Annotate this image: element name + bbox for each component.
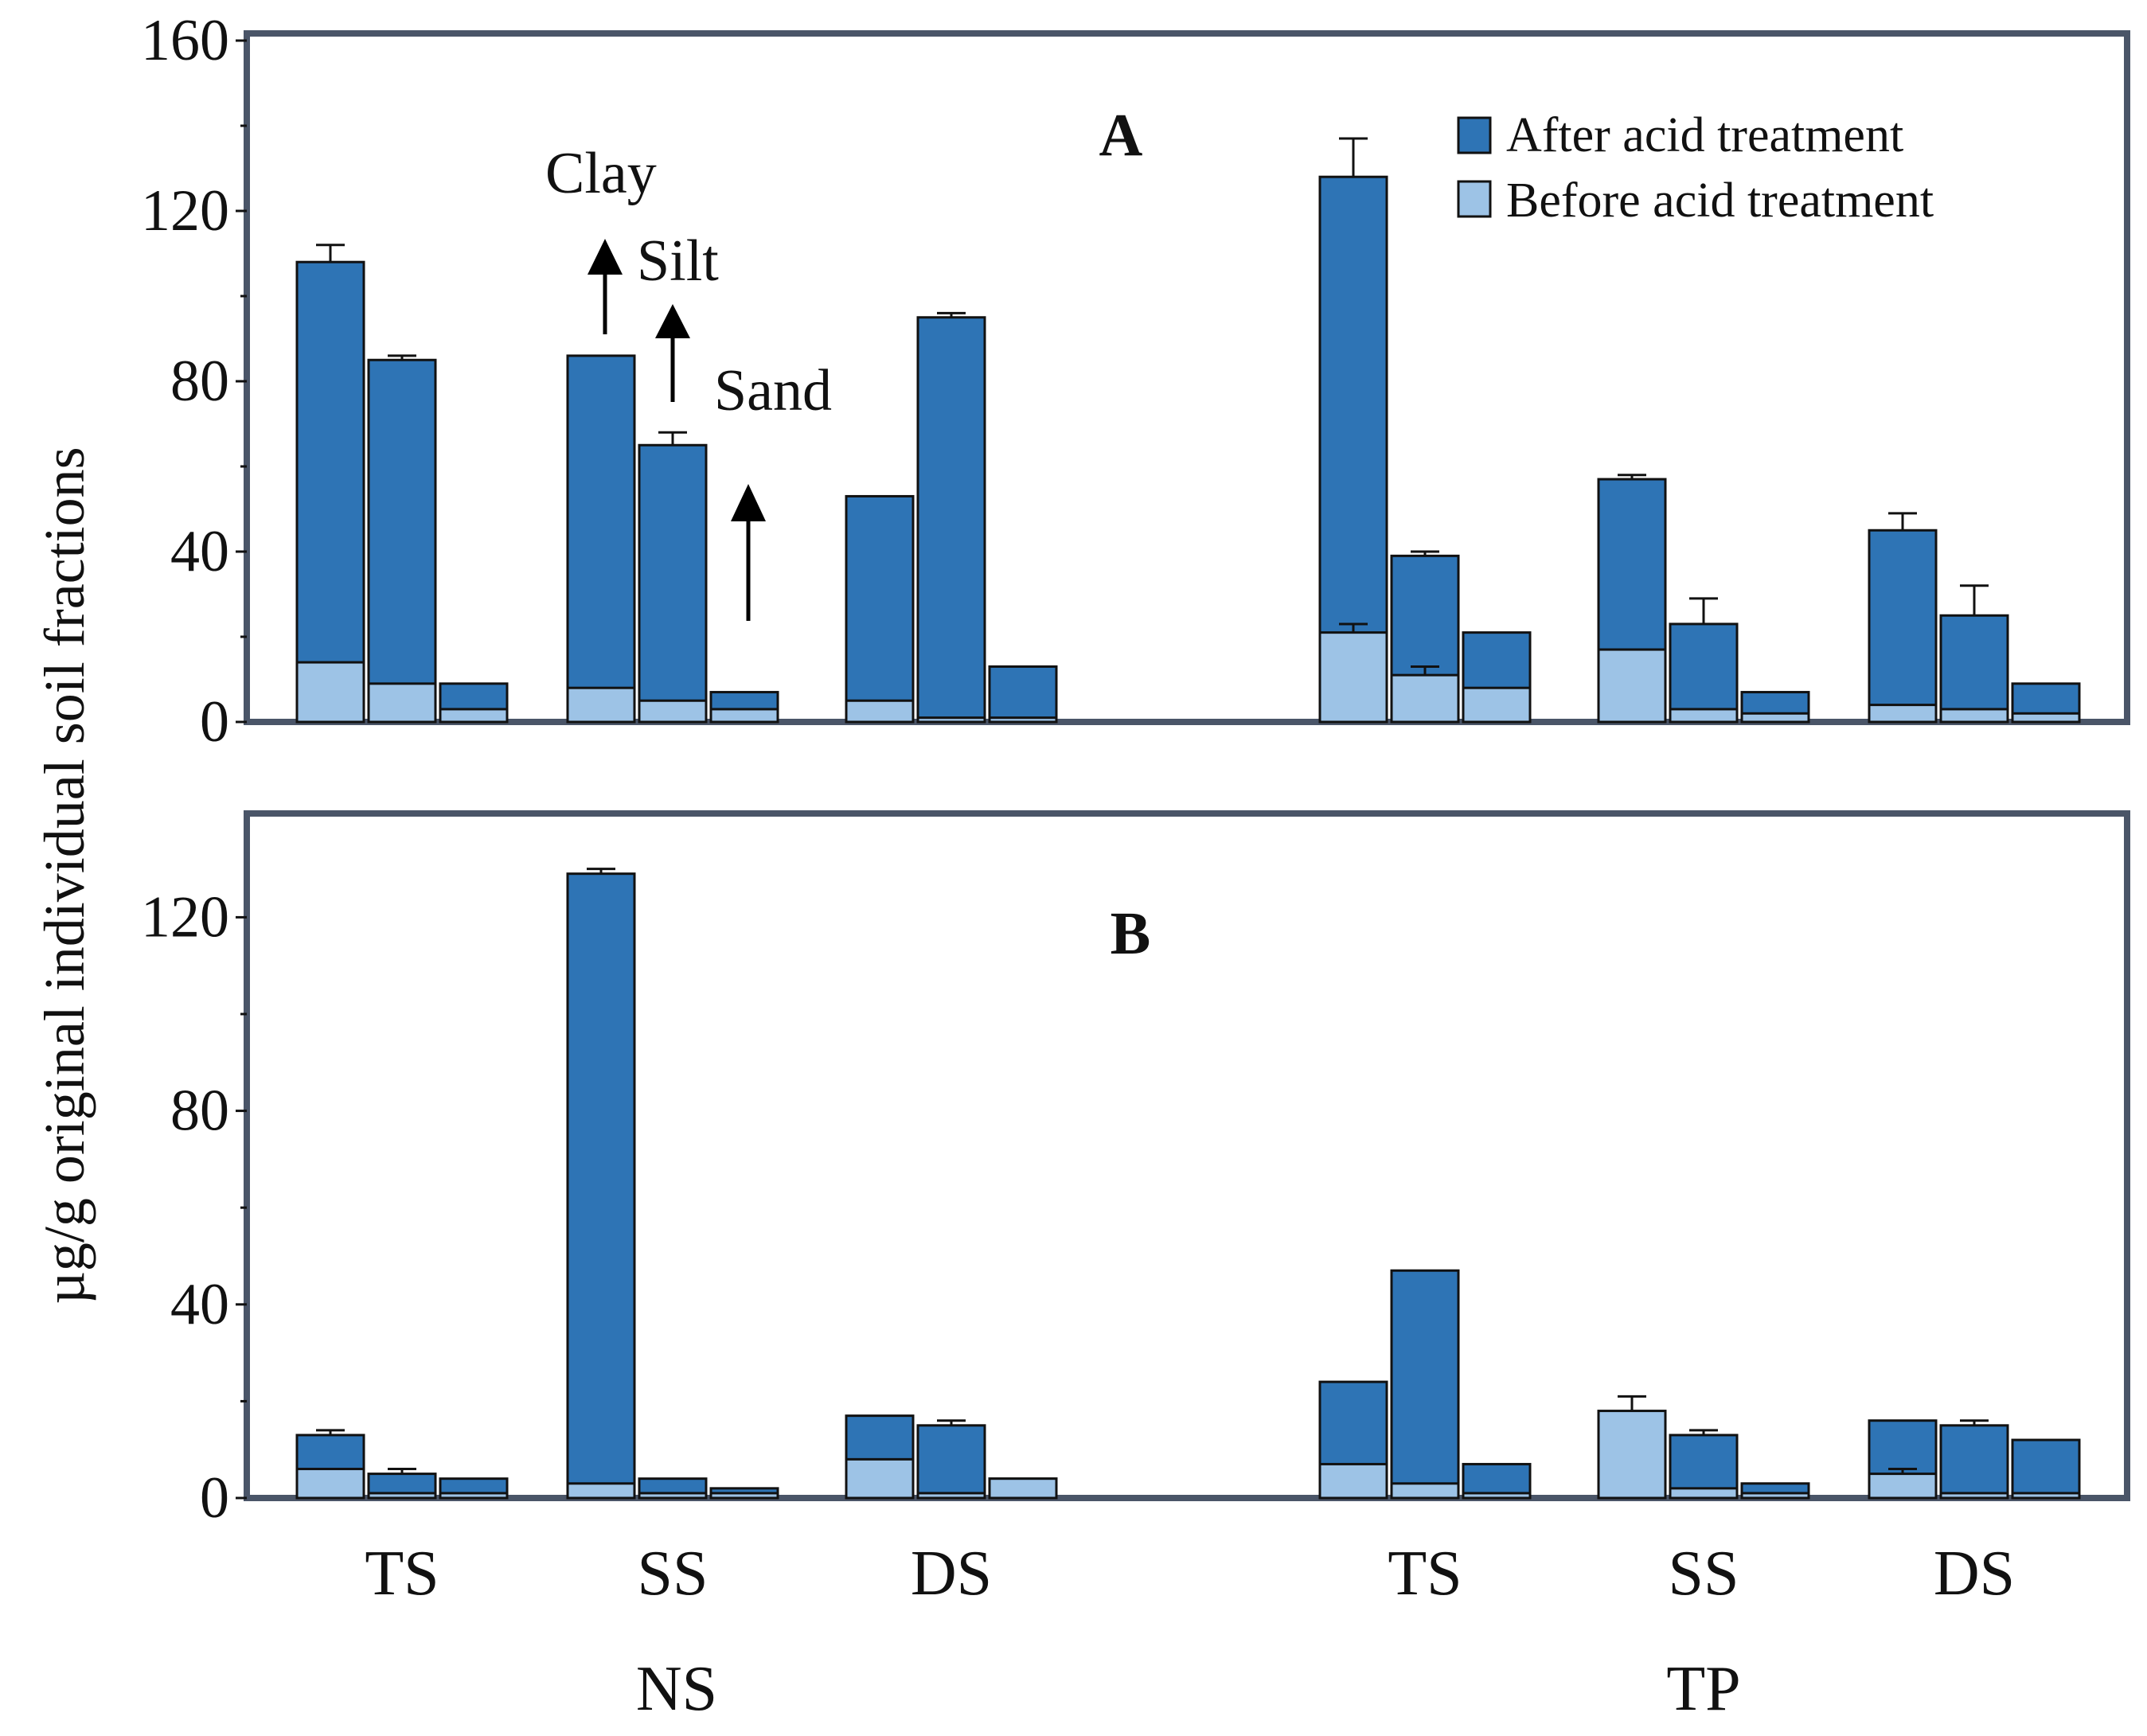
legend-swatch-after: [1457, 116, 1492, 154]
panel-b-ytick-label: 0: [200, 1465, 229, 1531]
panel-a-ns-ds-sand-before-bar: [988, 716, 1058, 724]
legend-label-after: After acid treatment: [1506, 108, 1903, 162]
panel-b-tp-ss-clay-before-bar: [1597, 1410, 1667, 1500]
x-group-label-ns-ss: SS: [638, 1539, 709, 1609]
panel-b-label: B: [1111, 900, 1151, 967]
panel-b-ns-ts-sand-before-bar: [439, 1492, 509, 1500]
panel-a-tp-ss-silt-after-bar: [1669, 622, 1739, 724]
panel-b-tp-ts-silt-after-bar: [1390, 1269, 1460, 1500]
legend-swatch-before: [1457, 180, 1492, 218]
annotation-sand: Sand: [714, 358, 832, 423]
panel-b-tp-ts-silt-before-bar: [1390, 1482, 1460, 1500]
panel-a-ns-ss-clay-before-bar: [566, 686, 636, 724]
x-group-label-tp-ss: SS: [1669, 1539, 1739, 1609]
panel-b-ytick-label: 80: [170, 1079, 229, 1144]
panel-a-label: A: [1099, 102, 1143, 169]
panel-b-frame: [244, 810, 2130, 1501]
x-group-label-ns-ds: DS: [911, 1539, 992, 1609]
arrow-silt-head: [655, 304, 690, 338]
panel-a-frame: [244, 30, 2130, 725]
x-group-label-tp-ds: DS: [1934, 1539, 2015, 1609]
panel-a-tp-ds-silt-after-bar: [1939, 614, 2009, 724]
panel-a-tp-ss-silt-before-bar: [1669, 708, 1739, 724]
panel-b-tp-ss-silt-before-bar: [1669, 1487, 1739, 1500]
x-site-label-tp: TP: [1666, 1654, 1740, 1724]
annotation-clay: Clay: [545, 141, 657, 206]
panel-b-ns-ds-sand-before-bar: [988, 1477, 1058, 1500]
panel-a-ns-ts-clay-after-bar: [295, 260, 365, 724]
x-axis-labels: TS SS DS TS SS DS NS TP: [365, 1539, 2015, 1724]
panel-b-ns-ds-clay-before-bar: [845, 1457, 915, 1500]
panel-b-tp-ds-silt-before-bar: [1939, 1492, 2009, 1500]
panel-b-ns-ss-sand-before-bar: [709, 1492, 779, 1500]
panel-a-tp-ts-silt-before-bar: [1390, 673, 1460, 724]
panel-b-ns-ss-clay-before-bar: [566, 1482, 636, 1500]
panel-a-ns-ss-silt-after-bar: [638, 443, 708, 724]
panel-a-ytick-label: 80: [170, 349, 229, 414]
panel-b-tp-ds-sand-before-bar: [2011, 1492, 2081, 1500]
panel-b-tp-ds-clay-before-bar: [1868, 1473, 1938, 1500]
panel-b-tp-ds-sand-after-bar: [2011, 1438, 2081, 1500]
panel-a-tp-ds-clay-before-bar: [1868, 704, 1938, 724]
panel-b-ytick-label: 40: [170, 1272, 229, 1337]
annotation-silt: Silt: [637, 228, 719, 294]
panel-a-tp-ds-clay-after-bar: [1868, 529, 1938, 724]
panel-a-tp-ds-silt-before-bar: [1939, 708, 2009, 724]
panel-a-tp-ts-clay-before-bar: [1318, 631, 1388, 724]
panel-a-tp-ss-clay-before-bar: [1597, 648, 1667, 724]
arrow-sand-head: [731, 484, 766, 521]
panel-a-ytick-label: 0: [200, 689, 229, 755]
panel-a-tp-ds-sand-before-bar: [2011, 712, 2081, 724]
panel-b-tp-ts-sand-before-bar: [1462, 1492, 1532, 1500]
panel-a: 0 40 80 120 160 A After acid treatment Befor…: [141, 8, 2130, 755]
panel-b: 0 40 80 120 B: [141, 810, 2130, 1531]
panel-b-tp-ds-silt-after-bar: [1939, 1424, 2009, 1500]
x-group-label-ns-ts: TS: [365, 1539, 439, 1609]
panel-b-ns-ts-clay-before-bar: [295, 1468, 365, 1500]
panel-b-ns-ds-silt-before-bar: [916, 1492, 986, 1500]
legend-label-before: Before acid treatment: [1506, 174, 1934, 228]
panel-a-ytick-label: 160: [141, 8, 229, 73]
panel-a-ns-ts-silt-before-bar: [367, 682, 437, 724]
panel-a-ns-ds-silt-after-bar: [916, 316, 986, 724]
panel-a-tp-ss-sand-before-bar: [1740, 712, 1810, 724]
panel-a-ns-ds-clay-after-bar: [845, 494, 915, 724]
panel-a-ns-ts-silt-after-bar: [367, 358, 437, 724]
panel-b-tp-ss-sand-before-bar: [1740, 1492, 1810, 1500]
fraction-annotations: Clay Silt Sand: [545, 141, 832, 621]
panel-a-ns-ss-silt-before-bar: [638, 699, 708, 724]
panel-b-ns-ds-silt-after-bar: [916, 1424, 986, 1500]
panel-a-ns-ss-clay-after-bar: [566, 354, 636, 724]
panel-a-ns-ts-clay-before-bar: [295, 661, 365, 724]
panel-b-ns-ts-silt-before-bar: [367, 1492, 437, 1500]
panel-a-ns-ds-silt-before-bar: [916, 716, 986, 724]
y-axis-label: µg/g original individual soil fractions: [33, 447, 96, 1304]
panel-b-tp-ts-clay-before-bar: [1318, 1462, 1388, 1500]
panel-a-ns-ds-sand-after-bar: [988, 665, 1058, 724]
x-site-label-ns: NS: [636, 1654, 717, 1724]
panel-a-ns-ts-sand-before-bar: [439, 708, 509, 724]
panel-a-ns-ds-clay-before-bar: [845, 699, 915, 724]
legend: After acid treatment Before acid treatme…: [1457, 108, 1934, 228]
panel-b-ns-ss-clay-after-bar: [566, 872, 636, 1500]
panel-a-ytick-label: 40: [170, 519, 229, 584]
x-group-label-tp-ts: TS: [1388, 1539, 1462, 1609]
arrow-clay-head: [587, 239, 623, 275]
panel-a-ytick-label: 120: [141, 178, 229, 244]
panel-a-ns-ss-sand-before-bar: [709, 708, 779, 724]
panel-b-ns-ss-silt-before-bar: [638, 1492, 708, 1500]
panel-a-tp-ts-sand-before-bar: [1462, 686, 1532, 724]
panel-b-ytick-label: 120: [141, 884, 229, 950]
